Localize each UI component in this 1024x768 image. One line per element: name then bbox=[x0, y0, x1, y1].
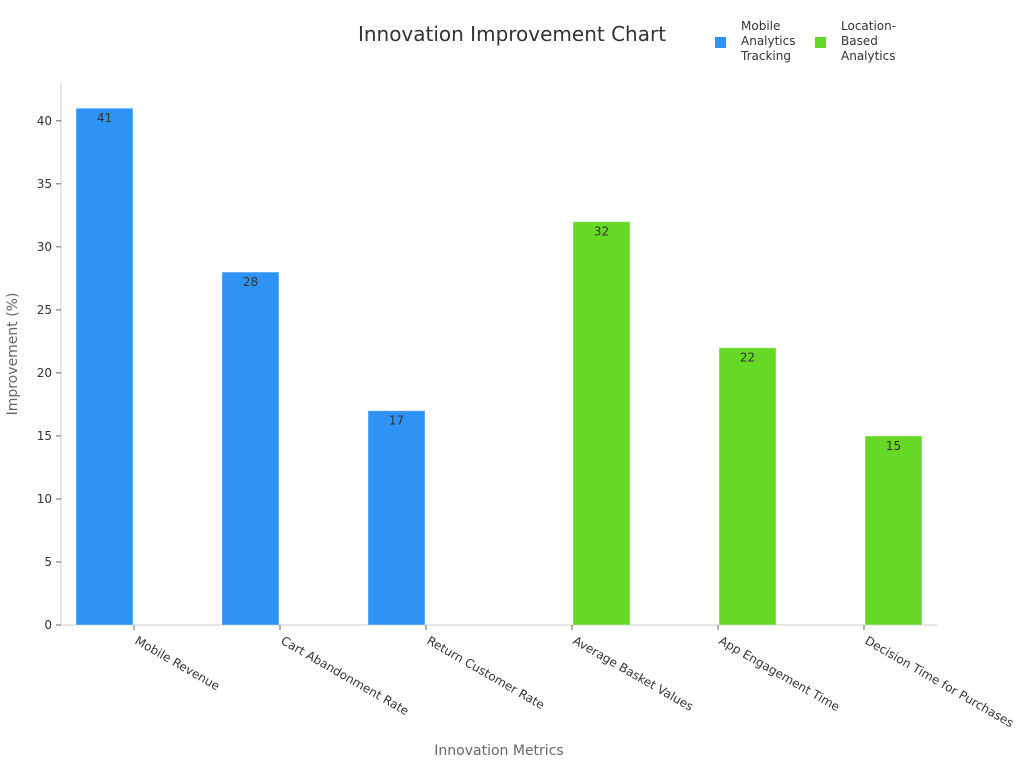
x-axis: Mobile Revenue Cart Abandonment Rate Retur… bbox=[61, 624, 1016, 730]
bar[interactable] bbox=[572, 221, 631, 626]
legend-label: Mobile Analytics Tracking bbox=[741, 19, 796, 64]
bar[interactable] bbox=[864, 435, 923, 626]
y-tick-label: 30 bbox=[37, 240, 52, 254]
y-tick-label: 10 bbox=[37, 492, 52, 506]
legend-label-line: Analytics bbox=[741, 34, 796, 48]
y-tick-label: 40 bbox=[37, 114, 52, 128]
y-tick-label: 20 bbox=[37, 366, 52, 380]
y-tick-label: 5 bbox=[44, 555, 52, 569]
x-tick-label: Average Basket Values bbox=[571, 633, 696, 713]
data-label: 28 bbox=[243, 275, 258, 289]
bars bbox=[75, 107, 923, 626]
x-tick-label: Decision Time for Purchases bbox=[863, 633, 1016, 730]
x-axis-title: Innovation Metrics bbox=[434, 743, 563, 759]
x-tick-label: Cart Abandonment Rate bbox=[279, 633, 412, 718]
y-tick-label: 35 bbox=[37, 177, 52, 191]
bar[interactable] bbox=[367, 410, 426, 626]
legend-label: Location-Based Analytics bbox=[841, 19, 896, 64]
y-tick-label: 25 bbox=[37, 303, 52, 317]
data-label: 15 bbox=[886, 439, 901, 453]
legend-swatch bbox=[815, 37, 826, 48]
data-label: 41 bbox=[97, 111, 112, 125]
chart-title: Innovation Improvement Chart bbox=[357, 22, 667, 46]
data-label: 17 bbox=[389, 414, 404, 428]
x-tick-label: Mobile Revenue bbox=[133, 633, 223, 693]
bar[interactable] bbox=[75, 107, 134, 626]
data-label: 22 bbox=[740, 351, 755, 365]
legend-label-line: Location-Based bbox=[841, 19, 897, 48]
data-labels: 41 28 17 32 22 15 bbox=[97, 111, 901, 453]
bar[interactable] bbox=[718, 347, 777, 626]
y-tick-label: 0 bbox=[44, 618, 52, 632]
legend-swatch bbox=[715, 37, 726, 48]
legend-label-line: Analytics bbox=[841, 49, 896, 63]
legend-label-line: Mobile bbox=[741, 19, 781, 33]
y-tick-label: 15 bbox=[37, 429, 52, 443]
y-axis: 0 5 10 15 20 25 30 35 40 bbox=[37, 83, 62, 632]
y-axis-title: Improvement (%) bbox=[5, 293, 21, 416]
data-label: 32 bbox=[594, 225, 609, 239]
bar[interactable] bbox=[221, 271, 280, 626]
legend-label-line: Tracking bbox=[741, 49, 791, 63]
x-tick-label: Return Customer Rate bbox=[425, 633, 547, 712]
x-tick-label: App Engagement Time bbox=[717, 633, 843, 714]
